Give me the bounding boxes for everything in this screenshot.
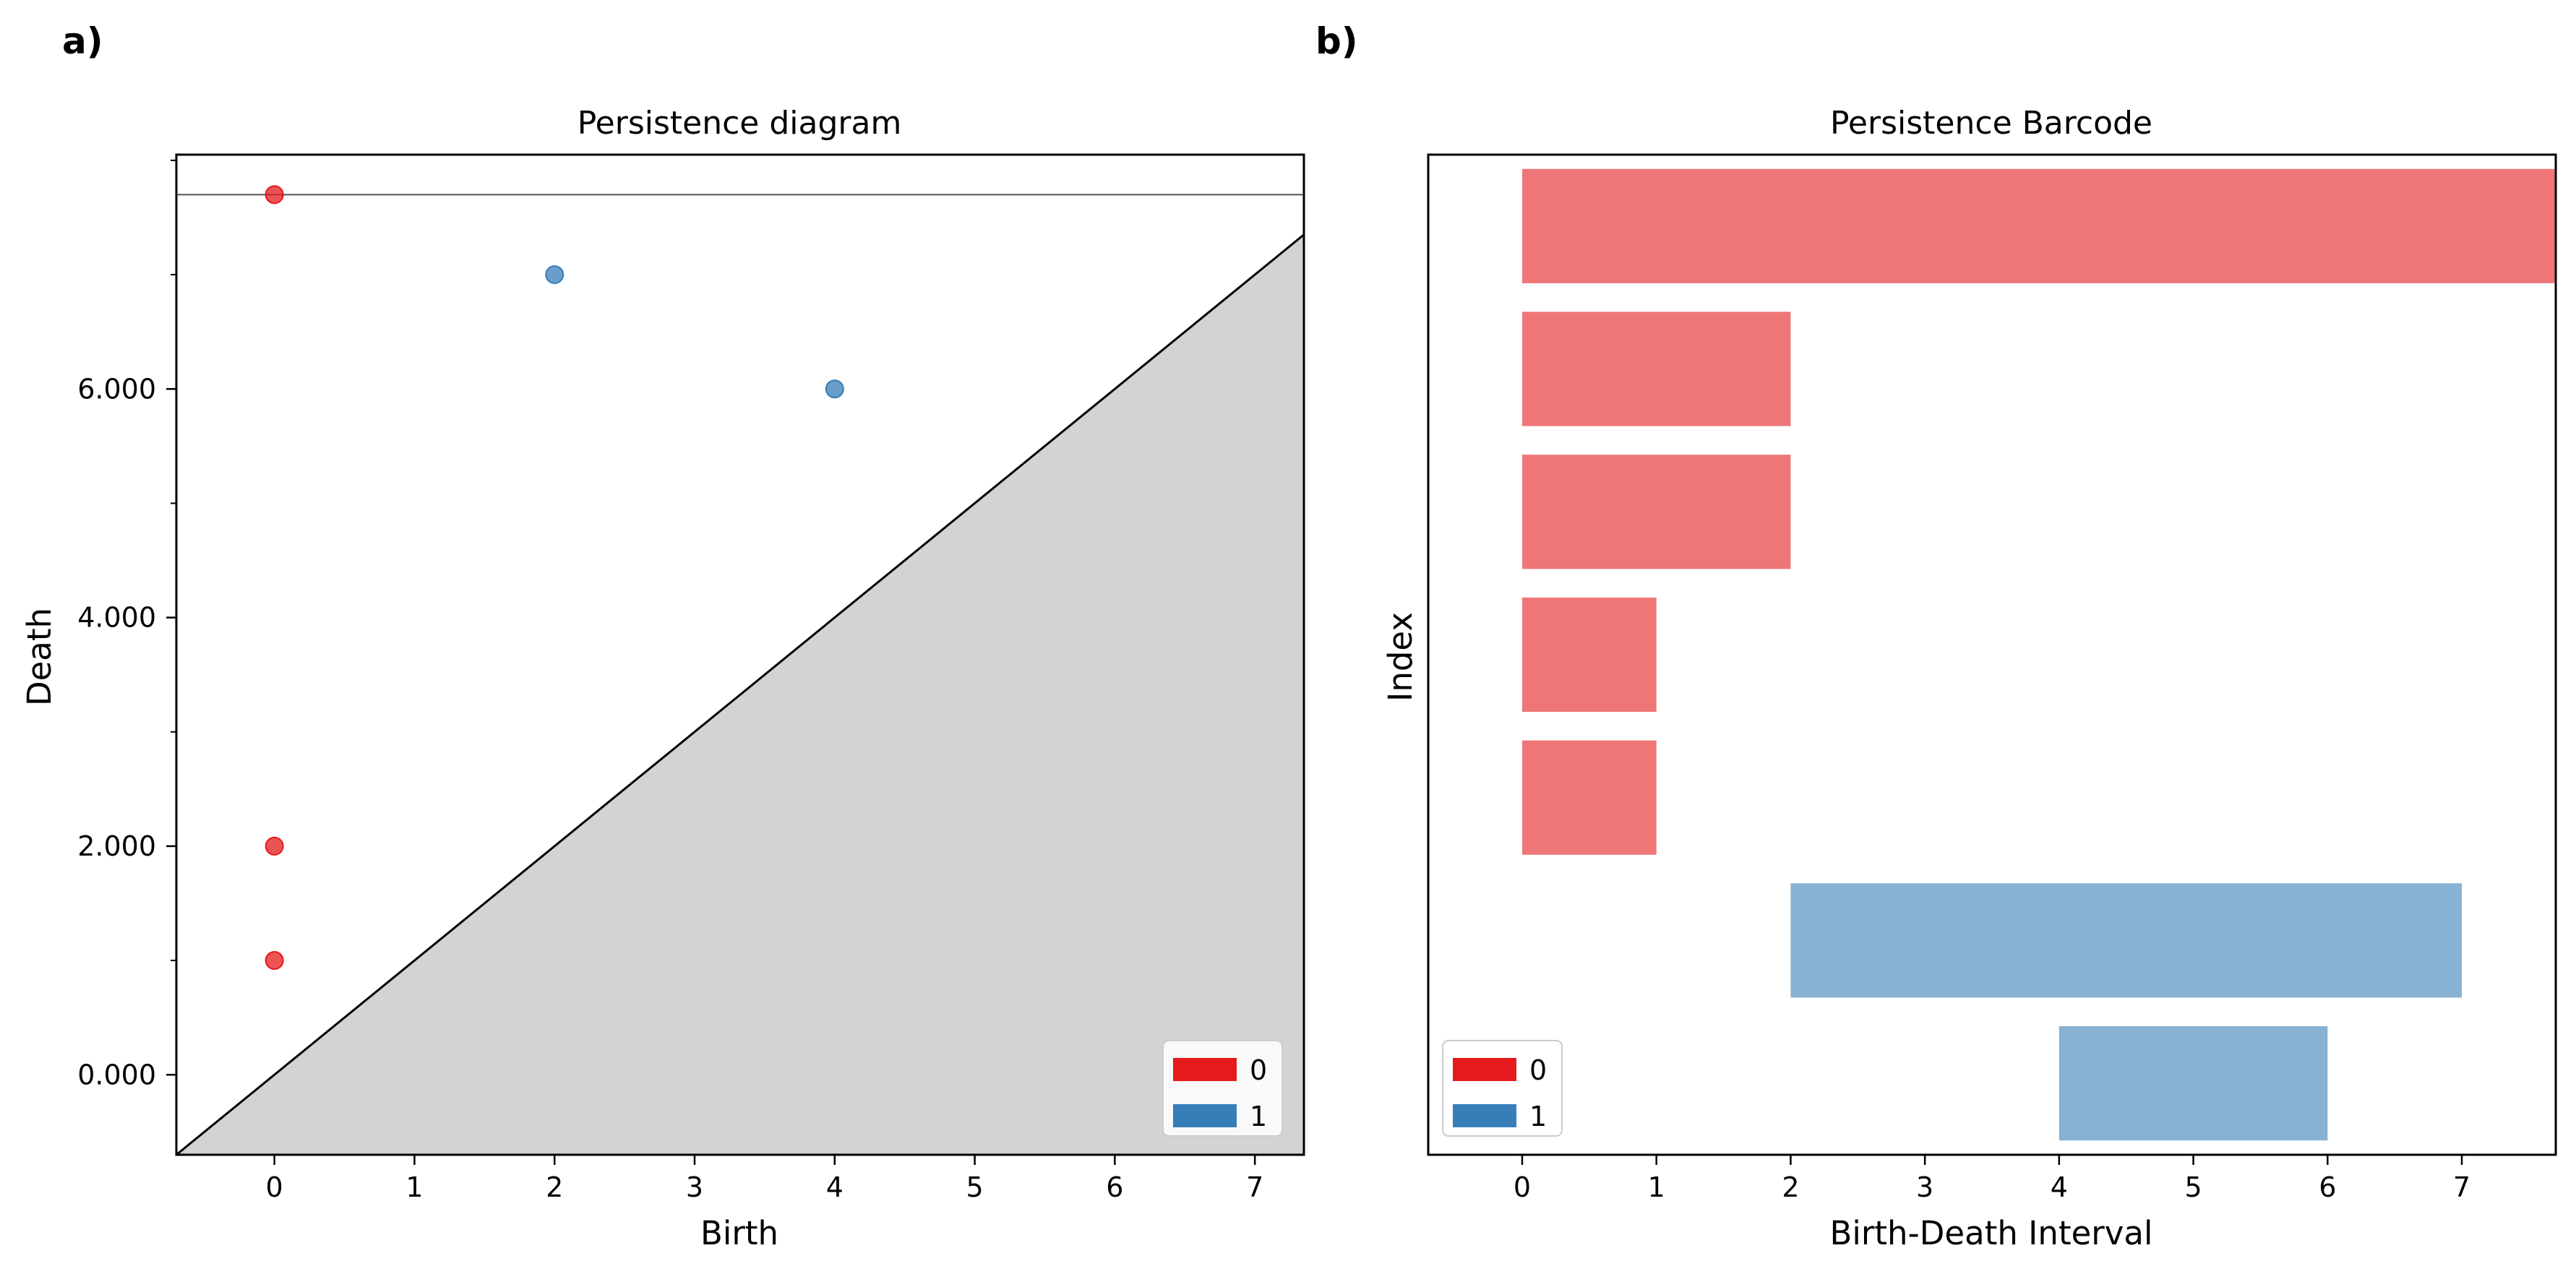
chart-a-xlabel: Birth [700,1214,778,1252]
x-tick-label: 0 [1514,1171,1531,1203]
chart-b-xlabel: Birth-Death Interval [1830,1214,2153,1252]
bar-dim-0 [1522,597,1657,713]
panel-label-a: a) [62,20,103,62]
point-dim-1 [545,265,564,285]
x-tick-label: 6 [2319,1171,2336,1203]
x-tick-label: 7 [2453,1171,2470,1203]
legend-label-1: 1 [1250,1101,1267,1132]
x-tick-label: 1 [405,1171,423,1203]
y-tick-label: 0.000 [77,1059,156,1090]
chart-a-ylabel: Death [20,608,59,706]
x-tick-label: 0 [266,1171,283,1203]
chart-b-title: Persistence Barcode [1830,105,2152,142]
legend-swatch-0 [1173,1058,1237,1081]
point-dim-0 [265,951,284,970]
persistence-diagram-chart: Persistence diagram Birth Death 0 1 2 3 4 5 6 7… [20,105,1305,1252]
x-tick-label: 7 [1246,1171,1263,1203]
x-tick-label: 6 [1106,1171,1123,1203]
legend-swatch-1 [1173,1104,1237,1127]
bar-dim-0 [1522,455,1791,569]
y-tick-label: 6.000 [77,373,156,405]
point-dim-0 [265,185,284,205]
bar-dim-0 [1522,168,2556,283]
legend-swatch-0 [1453,1058,1516,1081]
x-tick-label: 2 [546,1171,563,1203]
x-tick-label: 5 [966,1171,984,1203]
bar-dim-1 [2058,1026,2328,1141]
x-tick-label: 3 [686,1171,703,1203]
point-dim-0 [265,836,284,856]
plot-frame [1427,153,2557,1156]
x-tick-label: 4 [826,1171,843,1203]
legend-label-0: 0 [1250,1054,1267,1086]
x-tick-label: 4 [2051,1171,2068,1203]
legend-label-0: 0 [1529,1054,1547,1086]
bar-dim-1 [1790,883,2462,998]
chart-a-title: Persistence diagram [578,105,902,142]
plot-frame [175,153,1305,1156]
x-tick-label: 5 [2184,1171,2202,1203]
point-dim-1 [825,379,844,399]
bar-dim-0 [1522,311,1791,426]
legend-swatch-1 [1453,1104,1516,1127]
chart-b-ylabel: Index [1381,612,1420,702]
persistence-barcode-chart: Persistence Barcode Birth-Death Interval… [1381,105,2557,1252]
x-tick-label: 3 [1916,1171,1933,1203]
bar-dim-0 [1522,740,1657,855]
panel-label-b: b) [1315,20,1358,62]
x-tick-label: 1 [1648,1171,1665,1203]
y-tick-label: 2.000 [77,830,156,862]
x-tick-label: 2 [1782,1171,1799,1203]
legend-label-1: 1 [1529,1101,1547,1132]
y-tick-label: 4.000 [77,602,156,634]
diagonal-line [176,233,1304,1155]
